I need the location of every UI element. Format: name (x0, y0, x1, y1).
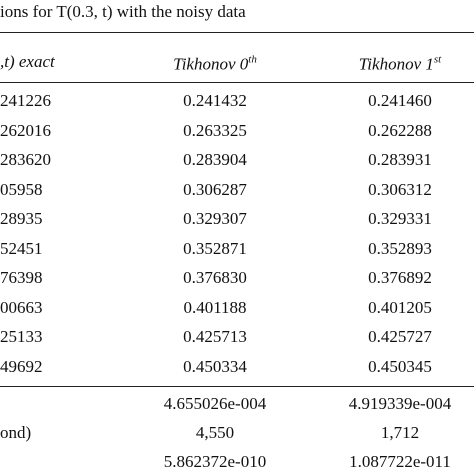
header-text: Tikhonov 1 (358, 54, 434, 74)
table-cell: 0.241460 (368, 91, 432, 110)
table-cell: 1,712 (380, 423, 420, 442)
table-cell: 0.283904 (183, 150, 247, 169)
table-cell: 262016 (0, 120, 51, 140)
mid-rule (0, 386, 474, 387)
table-cell: 0.376830 (183, 268, 247, 287)
table-cell: 0.262288 (368, 120, 432, 140)
table-cell: 4,550 (195, 423, 235, 442)
table-cell: 1.087722e-011 (349, 452, 451, 471)
header-cell: ,t) exact (0, 52, 55, 71)
table-cell: 0.329307 (183, 209, 247, 228)
table-cell: 0.306312 (368, 179, 432, 199)
header-cell: Tikhonov 1st (359, 50, 441, 75)
table-cell: 241226 (0, 91, 51, 110)
table-cell: 0.401188 (183, 297, 247, 317)
table-cell: 00663 (0, 297, 43, 317)
table-cell: 0.376892 (368, 268, 432, 287)
table-cell: 283620 (0, 150, 51, 169)
caption: ions for T(0.3, t) with the noisy data (0, 2, 246, 21)
table-cell: 0.283931 (368, 150, 432, 169)
table-cell: 5.862372e-010 (163, 452, 267, 471)
table-cell: 0.241432 (183, 91, 247, 110)
header-sup: th (248, 53, 257, 66)
table-cell: 0.329331 (368, 209, 432, 228)
table-cell: 0.263325 (183, 120, 247, 140)
table-cell: 0.401205 (368, 297, 432, 317)
table-cell: 0.450345 (368, 356, 432, 376)
table-cell: 05958 (0, 179, 43, 199)
header-sup: st (433, 53, 442, 66)
table-cell: 25133 (0, 327, 43, 346)
table-cell: 4.655026e-004 (163, 394, 267, 413)
header-text: Tikhonov 0 (173, 54, 249, 74)
top-rule (0, 32, 474, 33)
table-cell: 4.919339e-004 (348, 394, 452, 413)
table-cell: 0.425727 (368, 327, 432, 346)
table-cell: 76398 (0, 268, 43, 287)
table-cell: 28935 (0, 209, 43, 228)
table-cell: 0.450334 (183, 356, 247, 376)
table-cell: 49692 (0, 356, 43, 376)
table-cell: 0.352871 (183, 238, 247, 258)
table-cell: 0.425713 (183, 327, 247, 346)
table-cell: ond) (0, 423, 32, 442)
table-cell: 0.306287 (183, 179, 247, 199)
header-cell: Tikhonov 0th (173, 50, 257, 75)
table-cell: 52451 (0, 238, 43, 258)
header-rule (0, 82, 474, 83)
table-cell: 0.352893 (368, 238, 432, 258)
